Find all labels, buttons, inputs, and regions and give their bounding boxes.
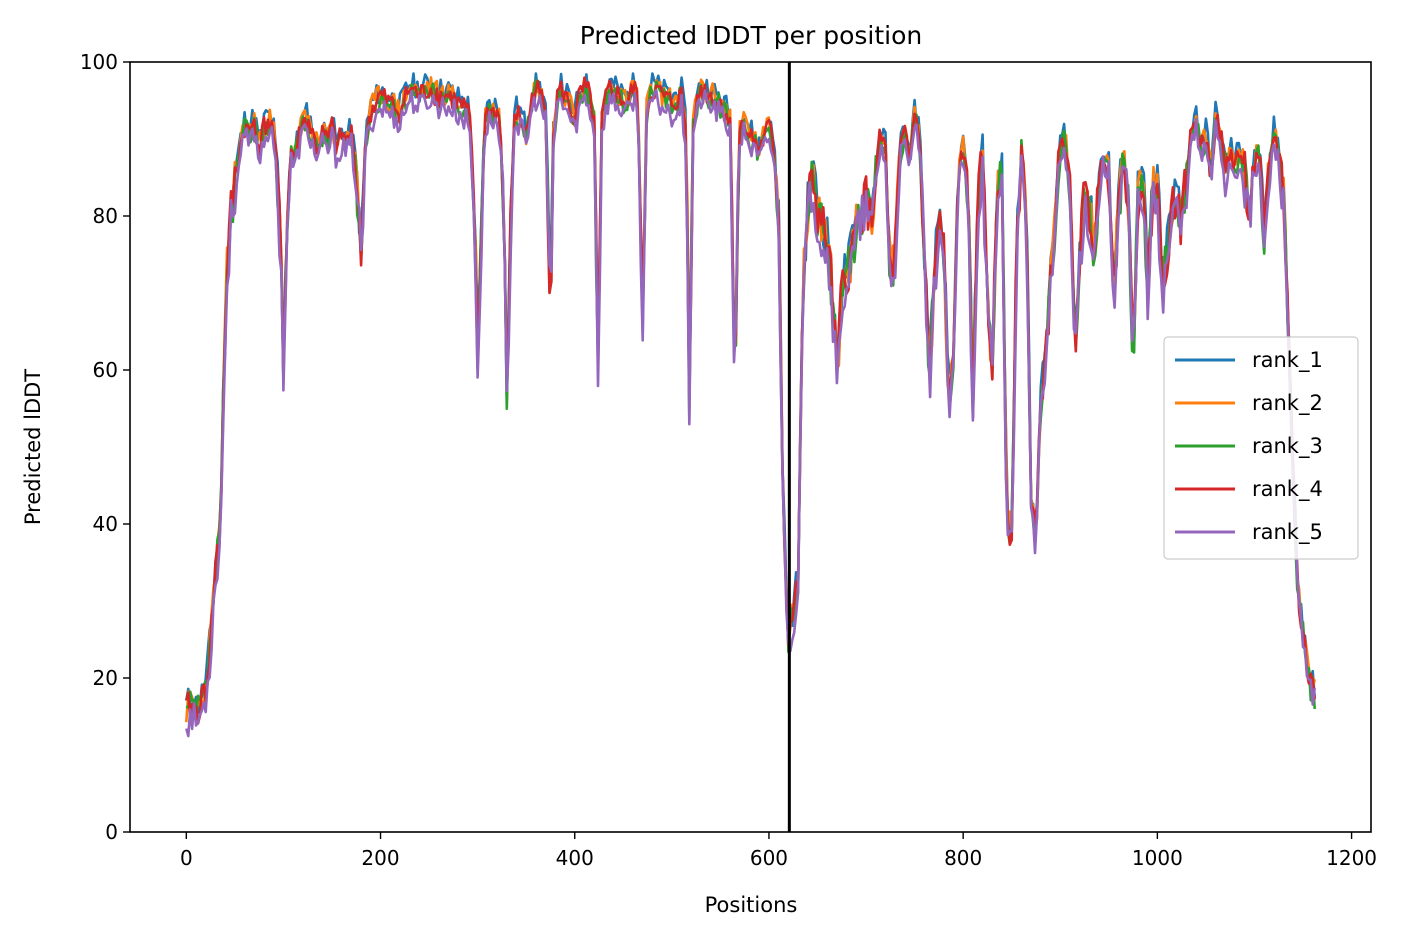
y-tick-label: 100 (80, 50, 118, 74)
chart-title: Predicted lDDT per position (580, 21, 922, 50)
y-tick-label: 80 (93, 204, 118, 228)
x-tick-label: 600 (750, 846, 788, 870)
x-axis-label: Positions (705, 893, 798, 917)
legend-box (1163, 336, 1359, 560)
legend: rank_1 rank_2 rank_3 rank_4 rank_5 (1163, 336, 1359, 560)
plot-frame (129, 61, 1372, 833)
series-line-rank_5 (185, 89, 1316, 738)
x-tick-label: 200 (361, 846, 399, 870)
y-tick-label: 20 (93, 666, 118, 690)
x-tick-label: 0 (180, 846, 193, 870)
series-line-rank_4 (185, 76, 1316, 725)
series-layer (185, 72, 1316, 738)
x-tick-label: 1000 (1132, 846, 1183, 870)
legend-label-rank_2: rank_2 (1252, 391, 1323, 416)
legend-items: rank_1 rank_2 rank_3 rank_4 rank_5 (1175, 348, 1323, 545)
y-tick-label: 60 (93, 358, 118, 382)
y-tick-label: 0 (105, 820, 118, 844)
plot-area (185, 62, 1316, 832)
legend-label-rank_4: rank_4 (1252, 477, 1323, 502)
x-tick-label: 1200 (1326, 846, 1377, 870)
x-axis: 0 200 400 600 800 1000 1200 (180, 832, 1377, 870)
y-axis: 0 20 40 60 80 100 (80, 50, 130, 844)
legend-label-rank_5: rank_5 (1252, 520, 1323, 545)
legend-label-rank_1: rank_1 (1252, 348, 1323, 373)
y-axis-label: Predicted lDDT (21, 369, 45, 525)
legend-label-rank_3: rank_3 (1252, 434, 1323, 459)
x-tick-label: 800 (944, 846, 982, 870)
y-tick-label: 40 (93, 512, 118, 536)
x-tick-label: 400 (556, 846, 594, 870)
